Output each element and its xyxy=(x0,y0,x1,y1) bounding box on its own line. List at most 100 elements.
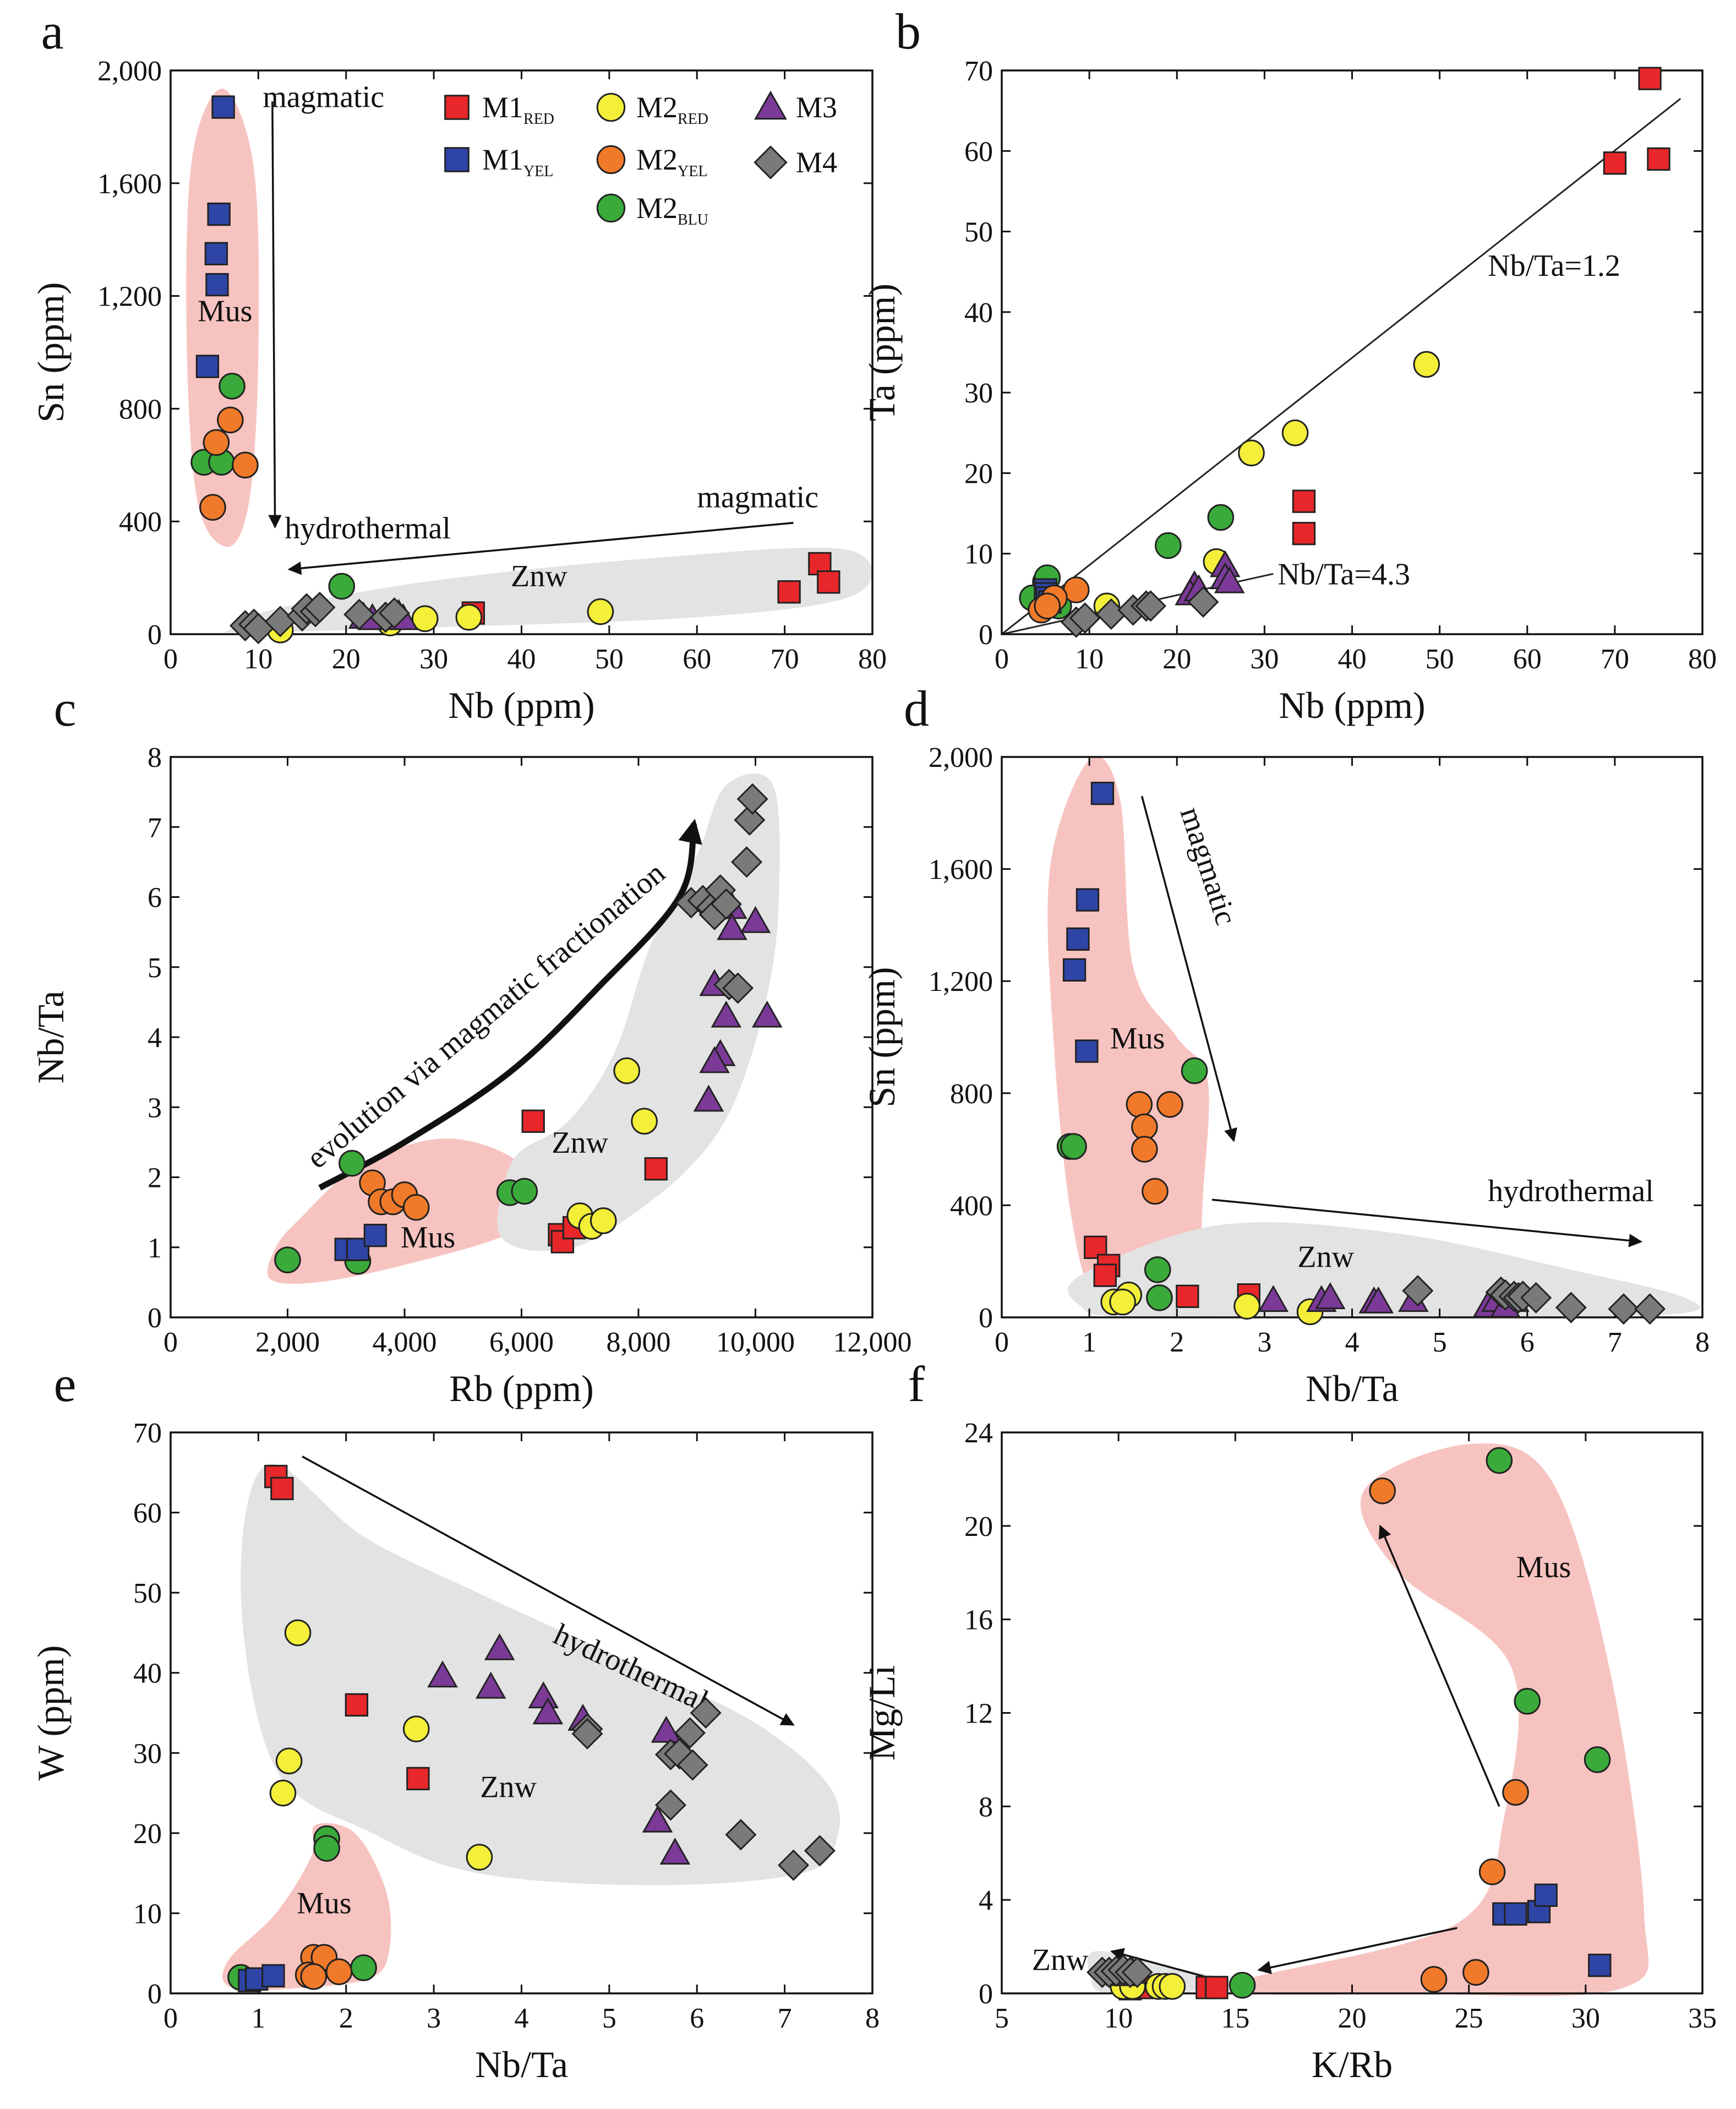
data-point-m1_yel xyxy=(1062,958,1087,982)
data-point-m2_red xyxy=(411,605,439,633)
y-tick-label: 60 xyxy=(964,136,993,167)
y-tick-label: 0 xyxy=(979,1303,993,1334)
legend-label: M4 xyxy=(796,146,837,179)
y-tick-label: 2,000 xyxy=(97,56,162,87)
data-point-m1_yel xyxy=(363,1223,387,1247)
data-point-m2_blu xyxy=(328,573,356,600)
data-point-m2_blu xyxy=(339,1149,365,1177)
legend-item-m2_yel: M2YEL xyxy=(596,143,707,180)
data-point-m2_blu xyxy=(1181,1057,1208,1085)
data-point-m2_yel xyxy=(402,1194,430,1221)
data-point-m2_yel xyxy=(1142,1178,1169,1205)
y-tick-label: 7 xyxy=(148,812,162,843)
x-tick-label: 60 xyxy=(1513,644,1542,675)
data-point-m1_red xyxy=(1205,1976,1229,1999)
data-point-m1_red xyxy=(345,1693,369,1717)
y-tick-label: 4 xyxy=(148,1022,162,1054)
y-tick-label: 8 xyxy=(148,742,162,773)
legend-marker xyxy=(596,193,626,223)
data-point-m3 xyxy=(659,1838,691,1865)
panel-f: f 5 10 15 20 25 30 35 0 4 8 12 16 20 24 K/Rb Mg/Li Mus Znw xyxy=(861,1356,1717,2085)
series-m2_blu xyxy=(1056,1057,1208,1311)
data-point-m2_yel xyxy=(203,429,230,456)
data-point-m2_red xyxy=(587,598,614,625)
x-tick-label: 0 xyxy=(163,644,178,675)
data-point-m4 xyxy=(1069,602,1101,634)
region-label: Mus xyxy=(198,295,253,329)
data-point-m2_yel xyxy=(300,1963,327,1990)
series-m4 xyxy=(675,783,768,1004)
y-tick-label: 30 xyxy=(133,1738,162,1769)
data-point-m2_blu xyxy=(1144,1256,1171,1283)
x-tick-label: 15 xyxy=(1221,2003,1249,2034)
data-point-m2_yel xyxy=(1502,1779,1529,1806)
legend-label-sub: RED xyxy=(523,111,554,128)
data-point-m1_yel xyxy=(211,95,235,119)
data-point-m2_blu xyxy=(274,1246,301,1273)
data-point-m4 xyxy=(654,1789,686,1821)
data-point-m1_red xyxy=(270,1476,294,1501)
data-point-m1_yel xyxy=(195,355,220,378)
y-tick-label: 1,600 xyxy=(97,168,162,200)
data-point-m2_red xyxy=(269,1779,297,1807)
data-point-m1_yel xyxy=(1090,781,1115,805)
y-axis-title: Mg/Li xyxy=(861,1665,903,1761)
legend-item-m2_blu: M2BLU xyxy=(596,192,708,228)
panel-letter: c xyxy=(54,680,77,737)
data-point-m4 xyxy=(378,597,410,629)
x-tick-label: 0 xyxy=(163,2003,178,2034)
legend-label: M2YEL xyxy=(636,143,707,180)
legend-label-main: M2 xyxy=(636,192,678,225)
series-m4 xyxy=(229,591,410,645)
y-tick-label: 800 xyxy=(950,1078,993,1110)
y-tick-label: 6 xyxy=(148,882,162,914)
y-axis-title: W (ppm) xyxy=(30,1645,72,1780)
y-axis-title: Nb/Ta xyxy=(30,991,72,1084)
x-tick-label: 50 xyxy=(1426,644,1454,675)
legend-marker xyxy=(754,90,787,120)
data-point-m4 xyxy=(571,1718,603,1750)
series-m1_red xyxy=(264,1464,430,1791)
data-point-m2_blu xyxy=(313,1835,340,1862)
data-point-m4 xyxy=(1121,1957,1153,1988)
data-point-m2_yel xyxy=(232,451,259,479)
x-tick-label: 70 xyxy=(1601,644,1629,675)
data-point-m1_yel xyxy=(1075,1039,1099,1063)
data-point-m2_red xyxy=(1413,351,1440,378)
y-tick-label: 0 xyxy=(148,1979,162,2010)
panel-letter: d xyxy=(904,680,929,737)
data-point-m3 xyxy=(693,1085,724,1112)
y-tick-label: 400 xyxy=(950,1190,993,1222)
data-point-m3 xyxy=(642,1805,673,1833)
series-m4 xyxy=(1086,1954,1153,1988)
data-point-m4 xyxy=(725,1819,757,1851)
region-znw xyxy=(497,773,780,1251)
data-point-m1_red xyxy=(1292,521,1316,546)
y-axis-title: Ta (ppm) xyxy=(861,284,903,421)
series-m2_yel xyxy=(1028,576,1090,624)
data-point-m2_red xyxy=(1233,1293,1260,1320)
y-tick-label: 40 xyxy=(964,297,993,329)
series-m1_yel xyxy=(334,1223,387,1261)
legend-marker xyxy=(754,145,788,179)
data-point-m2_blu xyxy=(219,373,245,400)
y-tick-label: 8 xyxy=(979,1791,993,1823)
data-point-m2_red xyxy=(1281,419,1309,446)
data-point-m2_yel xyxy=(1034,592,1061,620)
data-point-m3 xyxy=(1314,1282,1346,1310)
data-point-m1_red xyxy=(1638,67,1662,90)
x-tick-label: 5 xyxy=(995,2003,1009,2034)
legend-label: M2BLU xyxy=(636,192,708,228)
x-tick-label: 70 xyxy=(771,644,799,675)
legend-label-sub: YEL xyxy=(678,163,707,180)
y-tick-label: 50 xyxy=(964,217,993,248)
region-label: Mus xyxy=(1516,1550,1571,1584)
data-point-m4 xyxy=(731,846,763,878)
annotation: magmatic xyxy=(697,481,818,515)
data-point-m4 xyxy=(690,1697,722,1729)
series-m2_red xyxy=(269,1619,493,1871)
x-tick-label: 5 xyxy=(1433,1327,1447,1358)
y-tick-label: 1,600 xyxy=(929,854,993,886)
data-point-m3 xyxy=(1258,1285,1289,1312)
